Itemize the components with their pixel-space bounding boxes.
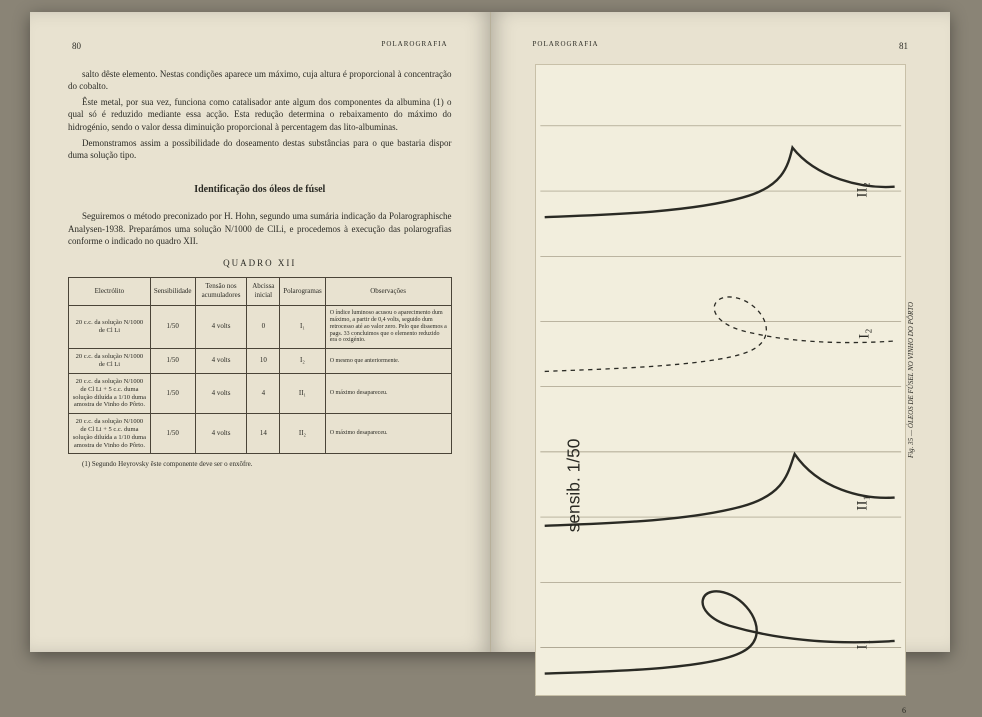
cell-abcissa: 0 <box>247 305 280 348</box>
quadro-table: Electrólito Sensibilidade Tensão nos acu… <box>68 277 452 454</box>
col-header: Tensão nos acumuladores <box>195 278 247 306</box>
svg-text:I₁: I₁ <box>853 639 870 649</box>
sensib-label: sensib. 1/50 <box>563 439 583 533</box>
book-spread: 80 POLAROGRAFIA salto dêste elemento. Ne… <box>30 12 950 652</box>
cell-abcissa: 4 <box>247 373 280 413</box>
cell-polarograma: II₁ <box>280 373 326 413</box>
cell-sensibilidade: 1/50 <box>150 349 195 374</box>
cell-abcissa: 10 <box>247 349 280 374</box>
page-number-right: 81 <box>899 40 908 52</box>
cell-abcissa: 14 <box>247 414 280 454</box>
col-header: Sensibilidade <box>150 278 195 306</box>
cell-electrolito: 20 c.c. da solução N/1000 de Cl Li + 5 c… <box>69 414 151 454</box>
left-page: 80 POLAROGRAFIA salto dêste elemento. Ne… <box>30 12 491 652</box>
cell-tensao: 4 volts <box>195 349 247 374</box>
section-title: Identificação dos óleos de fúsel <box>68 183 452 197</box>
col-header: Abcissa inicial <box>247 278 280 306</box>
page-number-left: 80 <box>72 40 81 52</box>
col-header: Observações <box>325 278 451 306</box>
col-header: Polarogramas <box>280 278 326 306</box>
cell-electrolito: 20 c.c. da solução N/1000 de Cl Li <box>69 305 151 348</box>
svg-text:II₂: II₂ <box>853 182 870 197</box>
running-header-right: POLAROGRAFIA <box>533 40 599 49</box>
table-row: 20 c.c. da solução N/1000 de Cl Li + 5 c… <box>69 373 452 413</box>
cell-polarograma: II₂ <box>280 414 326 454</box>
cell-tensao: 4 volts <box>195 373 247 413</box>
cell-observacoes: O máximo desapareceu. <box>325 373 451 413</box>
paragraph: Demonstramos assim a possibilidade do do… <box>68 137 452 161</box>
figure-caption: Fig. 35 — ÓLEOS DE FÚSEL NO VINHO DO PÔR… <box>907 302 916 458</box>
paragraph: Êste metal, por sua vez, funciona como c… <box>68 96 452 132</box>
sheet-number: 6 <box>529 706 907 717</box>
table-row: 20 c.c. da solução N/1000 de Cl Li1/504 … <box>69 349 452 374</box>
cell-electrolito: 20 c.c. da solução N/1000 de Cl Li + 5 c… <box>69 373 151 413</box>
table-title: QUADRO XII <box>68 257 452 269</box>
body-text: salto dêste elemento. Nestas condições a… <box>68 68 452 161</box>
cell-polarograma: I₂ <box>280 349 326 374</box>
cell-observacoes: O mesmo que anteriormente. <box>325 349 451 374</box>
running-header-left: POLAROGRAFIA <box>381 40 447 49</box>
cell-sensibilidade: 1/50 <box>150 414 195 454</box>
right-page: POLAROGRAFIA 81 I₁I₂II₁II₂ sensib. 1/50 … <box>491 12 951 652</box>
table-row: 20 c.c. da solução N/1000 de Cl Li + 5 c… <box>69 414 452 454</box>
svg-text:II₁: II₁ <box>853 495 870 510</box>
cell-sensibilidade: 1/50 <box>150 305 195 348</box>
cell-tensao: 4 volts <box>195 305 247 348</box>
cell-polarograma: I₁ <box>280 305 326 348</box>
footnote: (1) Segundo Heyrovsky êste componente de… <box>68 460 452 469</box>
table-row: 20 c.c. da solução N/1000 de Cl Li1/504 … <box>69 305 452 348</box>
cell-observacoes: O índice luminoso acusou o aparecimento … <box>325 305 451 348</box>
cell-observacoes: O máximo desapareceu. <box>325 414 451 454</box>
polarogram-svg: I₁ I₂ II₁ II₂ sensib. 1/50 <box>536 65 906 695</box>
cell-electrolito: 20 c.c. da solução N/1000 de Cl Li <box>69 349 151 374</box>
cell-sensibilidade: 1/50 <box>150 373 195 413</box>
table-header-row: Electrólito Sensibilidade Tensão nos acu… <box>69 278 452 306</box>
paragraph: Seguiremos o método preconizado por H. H… <box>68 210 452 246</box>
cell-tensao: 4 volts <box>195 414 247 454</box>
paragraph: salto dêste elemento. Nestas condições a… <box>68 68 452 92</box>
svg-text:I₂: I₂ <box>855 328 872 338</box>
col-header: Electrólito <box>69 278 151 306</box>
figure-plate: I₁I₂II₁II₂ sensib. 1/50 Fig. 35 — ÓLEOS … <box>535 64 907 696</box>
body-text: Seguiremos o método preconizado por H. H… <box>68 210 452 246</box>
